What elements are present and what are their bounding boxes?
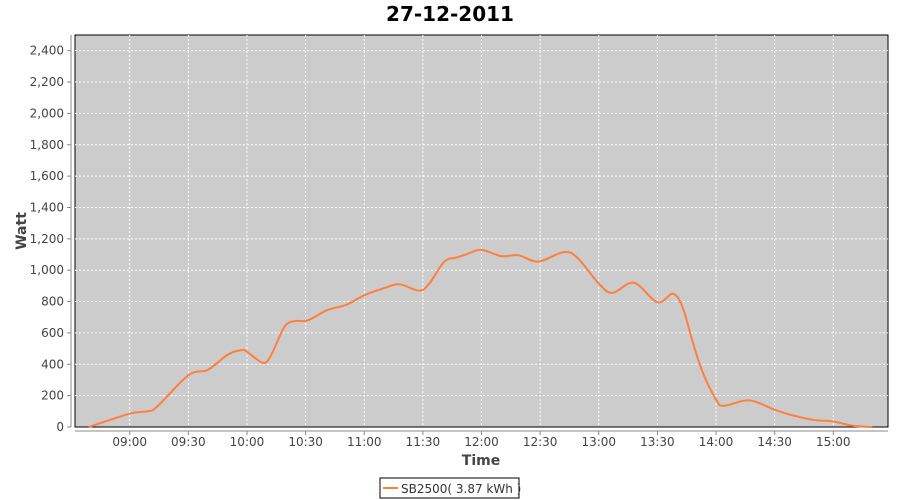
x-tick-label: 11:30 xyxy=(406,435,441,449)
y-tick-label: 2,400 xyxy=(30,44,64,58)
series-line-sb2500 xyxy=(88,248,873,428)
legend-label: SB2500( 3.87 kWh ) xyxy=(401,482,521,496)
y-tick-label: 1,400 xyxy=(30,200,64,214)
chart-title: 27-12-2011 xyxy=(386,2,514,26)
x-tick-label: 09:30 xyxy=(171,435,206,449)
y-tick-label: 1,600 xyxy=(30,169,64,183)
axes: 0 200 400 600 800 1,000 1,200 1,400 1,600 1,800 2,… xyxy=(30,35,888,449)
y-axis-label: Watt xyxy=(14,212,30,250)
x-tick-label: 12:30 xyxy=(523,435,558,449)
x-tick-label: 11:00 xyxy=(347,435,382,449)
x-axis-label: Time xyxy=(462,453,500,469)
y-tick-label: 600 xyxy=(41,326,64,340)
x-tick-label: 09:00 xyxy=(112,435,147,449)
y-tick-label: 200 xyxy=(41,389,64,403)
x-tick-label: 13:30 xyxy=(640,435,675,449)
x-tick-label: 10:00 xyxy=(230,435,265,449)
x-tick-label: 14:30 xyxy=(757,435,792,449)
y-tick-label: 400 xyxy=(41,357,64,371)
y-tick-label: 1,000 xyxy=(30,263,64,277)
y-tick-label: 2,200 xyxy=(30,75,64,89)
y-tick-label: 800 xyxy=(41,295,64,309)
x-tick-label: 10:30 xyxy=(288,435,323,449)
y-tick-label: 1,800 xyxy=(30,138,64,152)
x-tick-label: 13:00 xyxy=(581,435,616,449)
y-tick-label: 0 xyxy=(56,420,64,434)
x-tick-label: 15:00 xyxy=(816,435,851,449)
legend: SB2500( 3.87 kWh ) xyxy=(379,477,521,499)
x-tick-label: 14:00 xyxy=(699,435,734,449)
y-tick-label: 2,000 xyxy=(30,106,64,120)
gridlines xyxy=(75,35,888,427)
y-tick-label: 1,200 xyxy=(30,232,64,246)
x-tick-label: 12:00 xyxy=(464,435,499,449)
